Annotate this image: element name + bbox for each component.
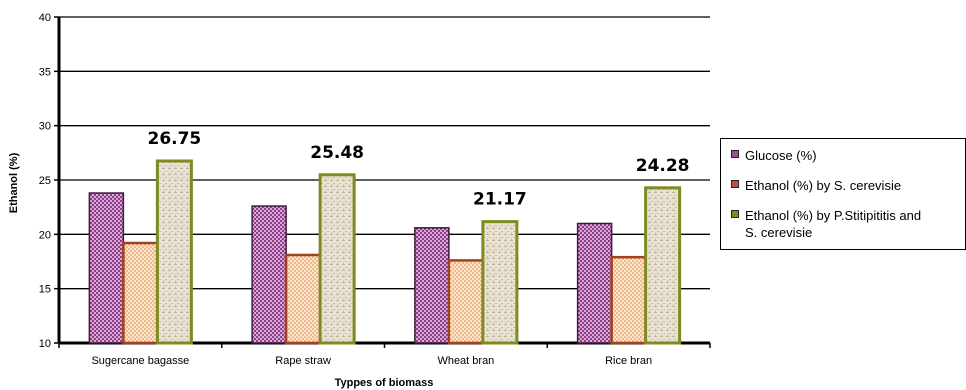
x-tick-label: Sugercane bagasse [91,355,189,367]
bar-ethanol-p-stitipititis [155,159,193,345]
legend-swatch-glucose [731,150,739,158]
y-tick-label: 40 [39,12,51,24]
legend-swatch-ethanol-p-stitipititis [731,210,739,218]
y-tick-label: 35 [39,66,51,78]
legend-swatch-ethanol-s-cerevisie [731,180,739,188]
bar-ethanol-s-cerevisie [610,255,647,345]
y-tick-label: 10 [39,338,51,350]
y-tick-label: 20 [39,229,51,241]
y-tick-label: 15 [39,284,51,296]
legend-label: Ethanol (%) by S. cerevisie [745,178,902,193]
data-label: 21.17 [473,190,527,210]
bar-glucose [576,222,613,344]
data-label: 24.28 [636,156,690,176]
data-label: 25.48 [310,143,364,163]
x-tick-label: Rape straw [275,355,331,367]
bars [88,159,682,345]
y-tick-label: 25 [39,175,51,187]
bar-glucose [414,227,450,344]
bar-ethanol-p-stitipititis [644,186,682,345]
x-tick-label: Rice bran [605,355,652,367]
data-label: 26.75 [147,129,201,149]
chart-legend: Glucose (%) Ethanol (%) by S. cerevisie … [720,138,966,250]
data-labels: 26.75 25.48 21.17 24.28 [147,129,689,210]
x-axis-label: Typpes of biomass [335,377,434,389]
bar-glucose [251,205,287,344]
legend-label-continued: S. cerevisie [745,225,813,240]
y-tick-label: 30 [39,121,51,133]
bar-ethanol-p-stitipititis [318,173,356,345]
bar-ethanol-p-stitipititis [481,220,519,345]
legend-label: Glucose (%) [745,148,817,163]
x-tick-label: Wheat bran [437,355,494,367]
y-axis-label: Ethanol (%) [8,152,20,213]
bar-glucose [88,192,125,344]
bar-ethanol-s-cerevisie [284,253,322,345]
legend-label: Ethanol (%) by P.Stitipititis and [745,208,922,223]
bar-ethanol-s-cerevisie [122,241,159,345]
bar-ethanol-s-cerevisie [447,259,485,345]
